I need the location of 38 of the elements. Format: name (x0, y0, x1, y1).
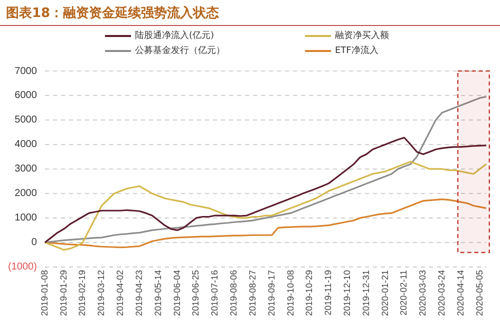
y-tick-label: 5000 (14, 114, 38, 126)
x-tick-label: 2019-01-29 (58, 270, 68, 316)
x-tick-label: 2019-10-29 (304, 270, 314, 316)
x-tick-label: 2019-09-17 (266, 270, 276, 316)
chart-title: 图表18：融资资金延续强势流入状态 (0, 0, 500, 26)
y-tick-label: 3000 (14, 164, 38, 175)
x-tick-label: 2019-08-06 (228, 270, 239, 316)
x-tick-label: 2019-05-14 (152, 270, 163, 316)
x-tick-label: 2020-05-05 (474, 270, 484, 316)
y-tick-label: 6000 (14, 90, 38, 102)
y-tick-label: 1000 (14, 212, 38, 224)
legend-label: 公募基金发行（亿元） (135, 44, 225, 57)
legend-label: ETF净流入 (335, 44, 378, 57)
legend-label: 融资净买入额 (335, 30, 389, 42)
x-tick-label: 2020-03-03 (418, 270, 428, 316)
x-tick-label: 2019-10-08 (285, 270, 296, 316)
x-tick-label: 2020-01-21 (380, 270, 390, 316)
x-tick-label: 2019-04-02 (115, 270, 126, 316)
x-tick-label: 2019-06-04 (172, 270, 182, 316)
x-tick-label: 2019-01-08 (39, 270, 50, 316)
x-tick-label: 2020-04-14 (455, 270, 466, 316)
x-tick-label: 2019-12-10 (342, 270, 352, 316)
x-tick-label: 2020-03-24 (436, 270, 447, 316)
x-tick-label: 2020-02-11 (398, 270, 409, 316)
x-tick-label: 2019-02-19 (77, 270, 88, 316)
y-tick-label: (1000) (8, 262, 37, 273)
legend-label: 陆股通净流入(亿元) (135, 30, 214, 42)
x-tick-label: 2019-04-23 (134, 270, 144, 316)
y-tick-label: 7000 (14, 66, 38, 77)
x-tick-label: 2019-12-31 (360, 270, 371, 316)
x-tick-label: 2019-07-16 (210, 270, 220, 316)
x-tick-label: 2019-08-27 (247, 270, 258, 316)
x-tick-label: 2019-03-12 (96, 270, 106, 316)
y-tick-label: 4000 (14, 139, 38, 150)
x-tick-label: 2019-11-19 (323, 270, 334, 316)
x-tick-label: 2019-06-25 (190, 270, 201, 316)
y-tick-label: 2000 (14, 188, 38, 200)
y-tick-label: 0 (31, 237, 38, 248)
